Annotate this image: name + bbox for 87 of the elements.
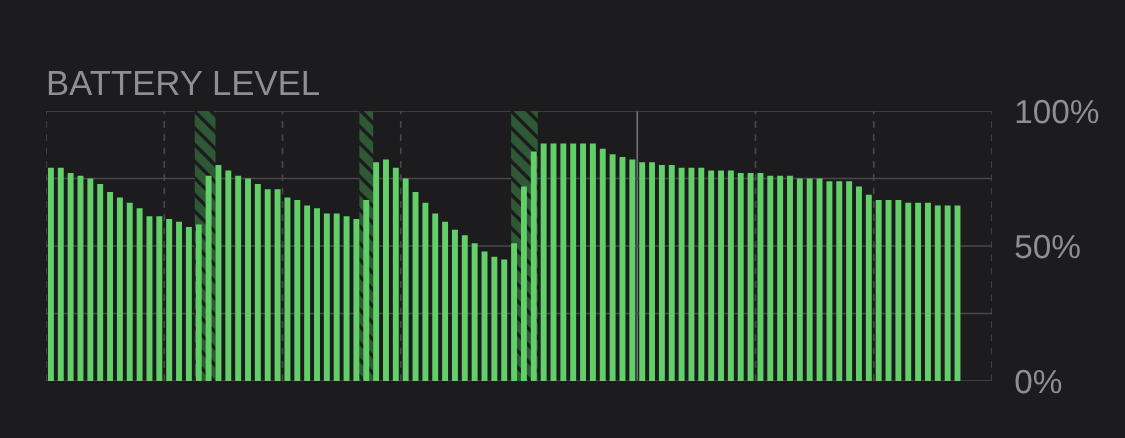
bar [599,148,606,381]
bar [363,200,370,381]
bar [333,213,340,381]
bar [87,178,94,381]
bar [245,178,251,381]
bar [609,154,616,381]
bar [875,200,882,381]
bar [471,243,478,381]
bar [314,208,320,381]
bar [777,175,784,381]
bar [520,186,527,381]
bar [678,167,685,381]
bar [107,192,114,381]
bar [491,256,498,381]
bar [856,186,862,381]
bar [816,178,823,381]
bar [195,224,202,381]
bar [323,213,330,381]
bar [658,165,665,381]
bar [136,208,143,381]
bar [156,216,163,381]
bar [225,170,232,381]
bar [185,227,192,381]
bar [97,183,104,381]
bar [432,213,439,381]
y-tick-label: 0% [1015,369,1062,394]
bar [284,197,291,381]
bar [806,178,813,381]
bar [727,170,734,381]
bar [589,143,596,381]
bar [205,175,212,381]
bar [392,167,399,381]
y-tick-label: 50% [1015,234,1080,259]
bar [67,173,74,381]
bar [836,181,843,381]
bar [915,202,922,381]
bar [826,181,833,381]
bar [166,219,173,381]
bar [294,200,301,381]
bar [580,143,587,381]
bar [274,189,281,381]
bar [422,202,429,381]
bar [865,194,872,381]
bar [402,178,409,381]
bar [264,189,271,381]
bar [353,219,360,381]
bar [649,162,655,381]
bar [511,243,518,381]
bar [737,173,744,381]
y-tick-label: 100% [1016,99,1099,124]
bar [235,175,242,381]
bar [698,167,705,381]
bar [944,205,951,381]
bar [254,183,261,381]
bar [116,197,123,381]
bar [126,202,133,381]
bar [787,175,793,381]
bar [501,259,508,381]
bar [846,181,853,381]
bar [530,151,537,381]
bar [895,200,902,381]
bar [343,216,350,381]
bar [304,205,311,381]
bar [442,221,449,381]
bar [176,221,182,381]
bar [905,202,912,381]
bar [767,175,774,381]
bar [461,235,468,381]
bar [718,170,724,381]
bar [796,178,803,381]
bar [934,205,941,381]
bar [540,143,547,381]
bar [47,167,54,381]
bar [708,170,715,381]
bar [451,229,458,381]
bar [57,167,64,381]
chart-title: BATTERY LEVEL [48,71,319,95]
bar [924,202,931,381]
bar [757,173,764,381]
bar [560,143,567,381]
bar [688,167,695,381]
bar [668,165,675,381]
bar [639,162,646,381]
bar [383,159,389,381]
bar [570,143,577,381]
bar [747,173,754,381]
bar [629,159,636,381]
